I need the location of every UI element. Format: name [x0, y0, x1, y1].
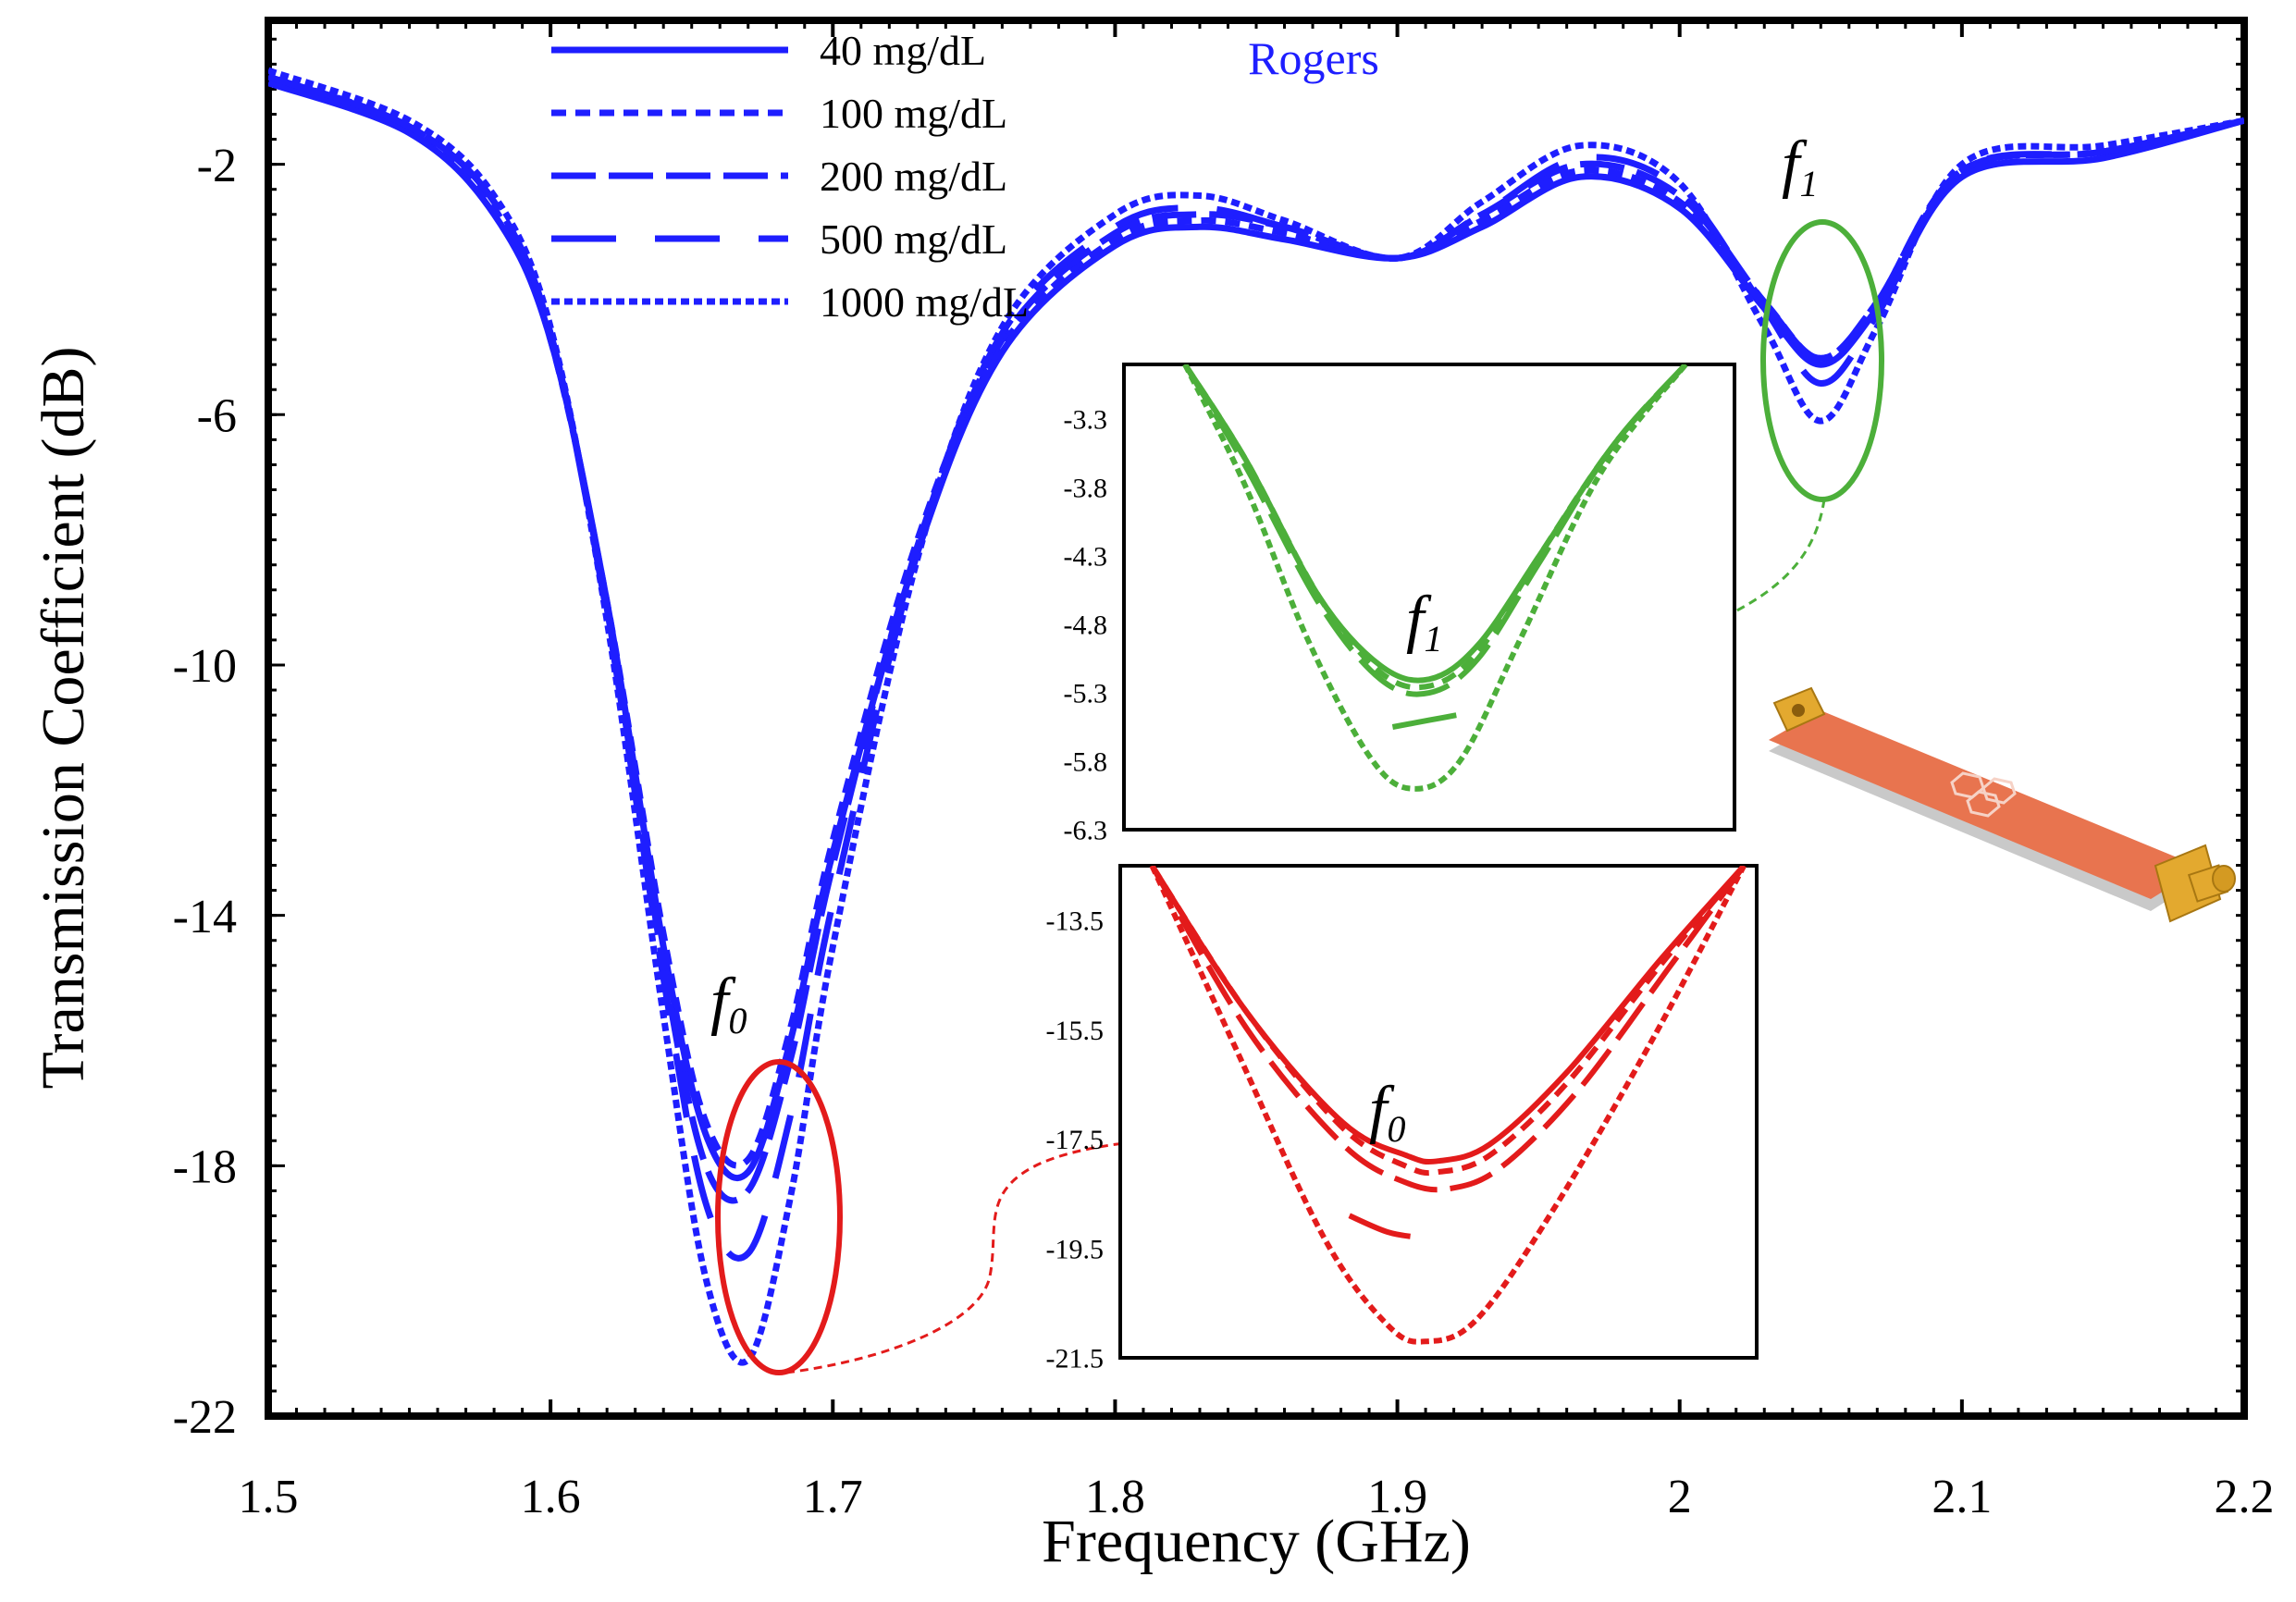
f1-highlight-ellipse [1760, 219, 1884, 502]
main-ytick-label: -6 [197, 390, 237, 443]
main-ytick-label: -18 [173, 1141, 237, 1194]
inset_f0-series-line-2 [1149, 866, 1747, 1177]
main-xtick-label: 2.1 [1932, 1471, 1992, 1523]
legend: 40 mg/dL 100 mg/dL 200 mg/dL 500 mg/dL 1000 … [551, 27, 1029, 326]
main-ytick-label: -22 [173, 1391, 237, 1444]
main-xtick-label: 2.2 [2215, 1471, 2275, 1523]
inset_f0-series-line-3 [1149, 866, 1747, 1193]
inset_f1-ytick-label: -3.8 [1064, 474, 1108, 504]
inset_f1-ytick-label: -3.3 [1064, 405, 1108, 436]
main-series-group [268, 67, 2244, 1366]
device-board [1769, 710, 2202, 899]
inset-f0-frame [1118, 864, 1759, 1360]
main-plot: 1.5 1.6 1.7 1.8 1.9 2 2.1 2.2 -2-6-10-14-18-22 … [30, 17, 2275, 1575]
main-xtick-label: 1.5 [239, 1471, 299, 1523]
inset_f0-ytick-label: -17.5 [1046, 1125, 1105, 1155]
inset_f0-ytick-label: -19.5 [1046, 1234, 1105, 1264]
inset_f0-ytick-label: -15.5 [1046, 1016, 1105, 1046]
inset_f1-ytick-label: -5.3 [1064, 679, 1108, 709]
main-xtick-label: 2 [1668, 1471, 1692, 1523]
main-ytick-label: -2 [197, 140, 237, 192]
inset-f1: -3.3-3.8-4.3-4.8-5.3-5.8-6.3 f1 [1064, 363, 1736, 846]
device-hexagon-resonator [1950, 771, 2017, 818]
main-xtick-label: 1.8 [1085, 1471, 1145, 1523]
material-annotation: Rogers [1248, 32, 1379, 84]
inset-f0-ytick-labels: -13.5 -15.5 -17.5 -19.5 -21.5 [1046, 906, 1105, 1374]
inset_f0-ytick-label: -13.5 [1046, 906, 1105, 937]
inset_f1-series-line-3 [1182, 364, 1688, 697]
main-series-line-5 [268, 67, 2244, 1366]
legend-entry-label: 40 mg/dL [820, 27, 986, 74]
main-xtick-label: 1.9 [1367, 1471, 1427, 1523]
main-xtick-label: 1.7 [803, 1471, 863, 1523]
inset_f0-series-line-4 [1348, 1213, 1420, 1240]
inset_f1-ytick-label: -6.3 [1064, 816, 1108, 846]
main-series-line-2 [268, 73, 2244, 1169]
inset-f1-ytick-labels: -3.3 -3.8 -4.3 -4.8 -5.3 -5.8 -6.3 [1064, 405, 1108, 846]
inset_f0-series-line-5 [1149, 866, 1747, 1345]
main-ticks [266, 20, 2246, 1418]
inset-f0-series-group [1149, 866, 1747, 1345]
inset_f0-ytick-label: -21.5 [1046, 1344, 1105, 1374]
inset_f1-ytick-label: -4.8 [1064, 610, 1108, 641]
inset-f1-frame [1122, 363, 1736, 832]
inset_f0-series-clip [1149, 866, 1747, 1345]
inset-f0: -13.5-15.5-17.5-19.5-21.5 f0 [1046, 864, 1759, 1374]
main-xtick-labels: 1.5 1.6 1.7 1.8 1.9 2 2.1 2.2 [239, 1471, 2275, 1523]
y-axis-label: Transmission Coefficient (dB) [30, 347, 97, 1090]
f0-connector-line [785, 1136, 1199, 1374]
main-ytick-label: -10 [173, 640, 237, 693]
legend-entry-label: 1000 mg/dL [820, 278, 1029, 326]
inset_f1-series-clip [1182, 364, 1688, 792]
device-connector-right-tip [2212, 865, 2236, 893]
main-ytick-label: -14 [173, 891, 237, 943]
inset_f1-ytick-label: -4.3 [1064, 542, 1108, 573]
legend-entry-label: 200 mg/dL [820, 153, 1007, 200]
inset-f1-series-group [1182, 364, 1688, 792]
inset_f1-ytick-label: -5.8 [1064, 747, 1108, 778]
main-ytick-labels: -2 -6 -10 -14 -18 -22 [173, 140, 237, 1444]
inset_f1-series-line-5 [1182, 364, 1688, 792]
legend-entry-label: 500 mg/dL [820, 216, 1007, 263]
f0-highlight-ellipse [715, 1059, 843, 1375]
legend-entry-label: 100 mg/dL [820, 90, 1007, 137]
x-axis-label: Frequency (GHz) [1042, 1508, 1471, 1575]
main-xtick-label: 1.6 [521, 1471, 581, 1523]
sensor-device-illustration [1769, 686, 2236, 923]
f0-marker-label: f0 [710, 966, 747, 1041]
inset_f1-series-line-4 [1391, 710, 1467, 730]
inset_f1-series-line-2 [1182, 364, 1688, 691]
device-connector-left-pin [1792, 704, 1805, 717]
device-connector-right-flange [2154, 844, 2222, 923]
main-series-clip [268, 67, 2244, 1366]
